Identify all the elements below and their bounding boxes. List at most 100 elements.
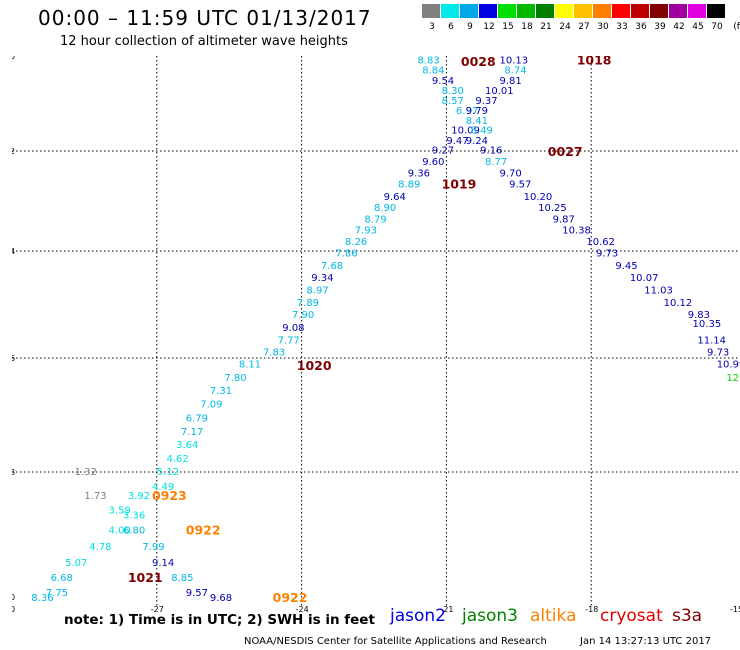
wave-height-value: 11.03: [644, 286, 673, 297]
wave-height-value: 7.80: [224, 373, 246, 384]
legend-item-cryosat: cryosat: [600, 606, 663, 626]
scale-swatch: [631, 4, 649, 18]
wave-height-value: 9.57: [186, 588, 208, 599]
lon-tick-label: -21: [440, 605, 453, 612]
legend-item-jason3: jason3: [462, 606, 518, 626]
lon-tick-label: -27: [151, 605, 164, 612]
wave-height-value: 9.54: [432, 76, 454, 87]
wave-height-value: 10.62: [586, 237, 615, 248]
lat-tick-label: -68: [12, 468, 15, 477]
wave-height-value: 3.59: [109, 506, 131, 517]
wave-height-value: 4.49: [152, 482, 174, 493]
lon-tick-label: -30: [12, 605, 15, 612]
wave-height-value: 9.83: [688, 310, 710, 321]
scale-swatch: [441, 4, 459, 18]
lat-tick-label: -62: [12, 147, 15, 156]
scale-swatch: [460, 4, 478, 18]
wave-height-value: 7.93: [355, 226, 377, 237]
lat-tick-label: -66: [12, 354, 15, 363]
wave-height-value: 9.08: [282, 323, 304, 334]
wave-height-value: 7.17: [181, 427, 203, 438]
wave-height-value: 9.37: [475, 96, 497, 107]
wave-height-value: 10.99: [717, 360, 740, 371]
wave-height-value: 3.92: [128, 491, 150, 502]
wave-height-value: 8.77: [485, 157, 507, 168]
wave-height-value: 4.78: [89, 542, 111, 553]
wave-height-value: 4.00: [109, 526, 131, 537]
pass-time-label: 0923: [152, 488, 187, 503]
pass-time-labels: 0028101800271019002610200923092210210922: [128, 56, 612, 605]
wave-height-value: 11.14: [697, 335, 726, 346]
wave-height-value: 9.27: [432, 146, 454, 157]
wave-height-value: 10.38: [562, 226, 591, 237]
units-note: note: 1) Time is in UTC; 2) SWH is in fe…: [64, 612, 375, 628]
lat-tick-label: -70: [12, 593, 15, 602]
pass-time-label: 0922: [273, 590, 308, 605]
wave-height-value: 9.34: [311, 273, 333, 284]
scale-label: 42: [673, 22, 685, 32]
wave-height-value: 6.80: [123, 526, 145, 537]
wave-height-points: 8.838.849.548.308.576.978.4110.099.479.2…: [31, 56, 740, 604]
scale-label: 39: [654, 22, 666, 32]
scale-label: 30: [597, 22, 609, 32]
legend-item-altika: altika: [530, 606, 577, 626]
scale-label: 12: [483, 22, 495, 32]
wave-height-value: 8.57: [442, 96, 464, 107]
wave-height-value: 3.64: [176, 440, 198, 451]
wave-height-value: 9.57: [509, 180, 531, 191]
wave-height-value: 9.70: [499, 169, 521, 180]
wave-height-value: 9.81: [499, 76, 521, 87]
scale-swatch: [498, 4, 516, 18]
wave-height-value: 7.89: [297, 298, 319, 309]
scale-swatch: [612, 4, 630, 18]
scale-label: 36: [635, 22, 647, 32]
wave-height-value: 7.86: [335, 249, 357, 260]
axis-tick-labels: -27 -24 -21 -18 -15 -30 -60 -62 -64 -66 -68 -70: [12, 56, 740, 612]
wave-height-value: 12.08: [726, 373, 740, 384]
pass-time-label: 0922: [186, 523, 221, 538]
scale-label: 33: [616, 22, 628, 32]
wave-height-map: -27 -24 -21 -18 -15 -30 -60 -62 -64 -66 -68 -70 8.8…: [12, 56, 740, 612]
lat-tick-label: -60: [12, 56, 15, 61]
wave-height-value: 8.90: [374, 203, 396, 214]
wave-height-value: 1.32: [75, 467, 97, 478]
scale-label: 3: [429, 22, 435, 32]
legend-item-jason2: jason2: [390, 606, 446, 626]
wave-height-value: 7.09: [200, 400, 222, 411]
map-title: 00:00 – 11:59 UTC 01/13/2017: [38, 6, 372, 30]
wave-height-value: 8.74: [504, 65, 526, 76]
lon-tick-label: -15: [730, 605, 740, 612]
map-subtitle: 12 hour collection of altimeter wave hei…: [60, 34, 348, 49]
wave-height-value: 9.87: [553, 215, 575, 226]
scale-label: 70: [711, 22, 723, 32]
pass-time-label: 1018: [577, 56, 612, 67]
wave-height-value: 8.85: [171, 573, 193, 584]
wave-height-value: 8.79: [364, 215, 386, 226]
lat-tick-label: -64: [12, 247, 15, 256]
pass-time-label: 0028: [461, 56, 496, 69]
scale-label: 21: [540, 22, 552, 32]
wave-height-value: 9.24: [466, 136, 488, 147]
scale-label: 9: [467, 22, 473, 32]
scale-label: 27: [578, 22, 590, 32]
wave-height-value: 6.68: [51, 573, 73, 584]
wave-height-value: 10.20: [524, 192, 553, 203]
wave-height-value: 7.75: [46, 588, 68, 599]
wave-height-value: 10.25: [538, 203, 567, 214]
scale-label: 45: [692, 22, 704, 32]
wave-height-value: 5.12: [157, 467, 179, 478]
scale-swatch: [650, 4, 668, 18]
wave-height-value: 9.79: [466, 106, 488, 117]
wave-height-value: 10.01: [485, 86, 514, 97]
scale-swatch: [688, 4, 706, 18]
pass-time-label: 0027: [548, 144, 583, 159]
wave-height-value: 8.97: [306, 286, 328, 297]
wave-height-value: 10.09: [451, 126, 480, 137]
wave-height-value: 10.12: [664, 298, 693, 309]
wave-height-value: 9.36: [408, 169, 430, 180]
wave-height-value: 8.41: [466, 116, 488, 127]
wave-height-value: 7.31: [210, 386, 232, 397]
wave-height-value: 9.45: [615, 261, 637, 272]
wave-height-value: 9.68: [210, 593, 232, 604]
wave-height-value: 7.90: [292, 310, 314, 321]
